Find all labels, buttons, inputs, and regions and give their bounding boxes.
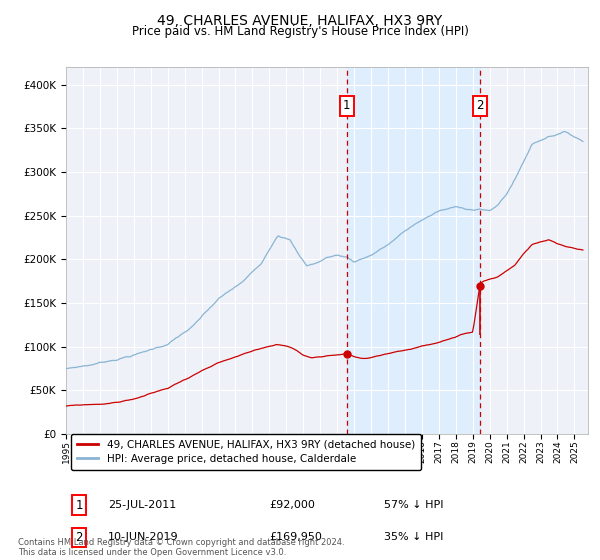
Text: 49, CHARLES AVENUE, HALIFAX, HX3 9RY: 49, CHARLES AVENUE, HALIFAX, HX3 9RY bbox=[157, 14, 443, 28]
Text: 35% ↓ HPI: 35% ↓ HPI bbox=[385, 533, 444, 542]
Point bbox=[475, 281, 485, 290]
Text: 2: 2 bbox=[76, 531, 83, 544]
Point bbox=[342, 349, 352, 358]
Text: £169,950: £169,950 bbox=[269, 533, 322, 542]
Text: 25-JUL-2011: 25-JUL-2011 bbox=[108, 500, 176, 510]
Bar bbox=[347, 67, 480, 434]
Text: 1: 1 bbox=[76, 499, 83, 512]
Text: 57% ↓ HPI: 57% ↓ HPI bbox=[385, 500, 444, 510]
Text: Price paid vs. HM Land Registry's House Price Index (HPI): Price paid vs. HM Land Registry's House … bbox=[131, 25, 469, 38]
Text: £92,000: £92,000 bbox=[269, 500, 316, 510]
Text: 1: 1 bbox=[343, 99, 350, 112]
Text: 10-JUN-2019: 10-JUN-2019 bbox=[108, 533, 178, 542]
Text: 2: 2 bbox=[476, 99, 484, 112]
Text: Contains HM Land Registry data © Crown copyright and database right 2024.
This d: Contains HM Land Registry data © Crown c… bbox=[18, 538, 344, 557]
Legend: 49, CHARLES AVENUE, HALIFAX, HX3 9RY (detached house), HPI: Average price, detac: 49, CHARLES AVENUE, HALIFAX, HX3 9RY (de… bbox=[71, 433, 421, 470]
